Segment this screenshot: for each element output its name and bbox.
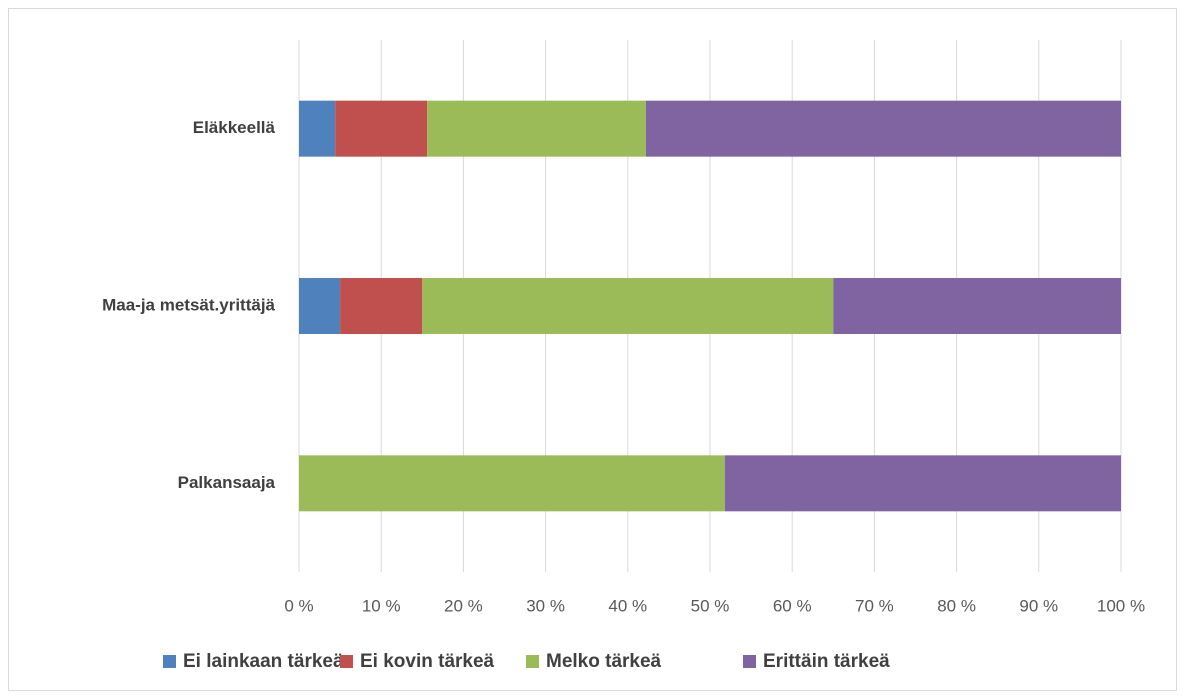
- legend-label: Ei lainkaan tärkeä: [183, 651, 344, 672]
- bar-segment: [335, 100, 428, 157]
- bar-segment: [427, 100, 646, 157]
- legend-swatch: [340, 655, 353, 668]
- x-tick-label: 80 %: [937, 596, 976, 615]
- legend-label: Melko tärkeä: [546, 651, 662, 672]
- bar-segment: [299, 100, 336, 157]
- x-tick-label: 60 %: [773, 596, 812, 615]
- x-tick-label: 40 %: [608, 596, 647, 615]
- category-label: Eläkkeellä: [193, 118, 276, 137]
- legend-label: Erittäin tärkeä: [763, 651, 890, 672]
- x-tick-label: 90 %: [1019, 596, 1058, 615]
- legend-swatch: [526, 655, 539, 668]
- x-tick-label: 70 %: [855, 596, 894, 615]
- bar-segment: [422, 278, 834, 334]
- x-tick-label: 100 %: [1097, 596, 1145, 615]
- x-tick-label: 10 %: [362, 596, 401, 615]
- bar-segment: [724, 455, 1121, 512]
- x-tick-label: 50 %: [691, 596, 730, 615]
- x-tick-label: 0 %: [284, 596, 313, 615]
- legend-swatch: [163, 655, 176, 668]
- bar-segment: [833, 278, 1121, 334]
- bar-segment: [645, 100, 1121, 157]
- category-label: Maa-ja metsät.yrittäjä: [102, 295, 275, 314]
- legend-swatch: [743, 655, 756, 668]
- x-tick-label: 20 %: [444, 596, 483, 615]
- bar-segment: [299, 455, 725, 512]
- category-label: Palkansaaja: [178, 473, 276, 492]
- bar-segment: [299, 278, 341, 334]
- legend-label: Ei kovin tärkeä: [360, 651, 495, 672]
- bar-segment: [340, 278, 423, 334]
- x-tick-label: 30 %: [526, 596, 565, 615]
